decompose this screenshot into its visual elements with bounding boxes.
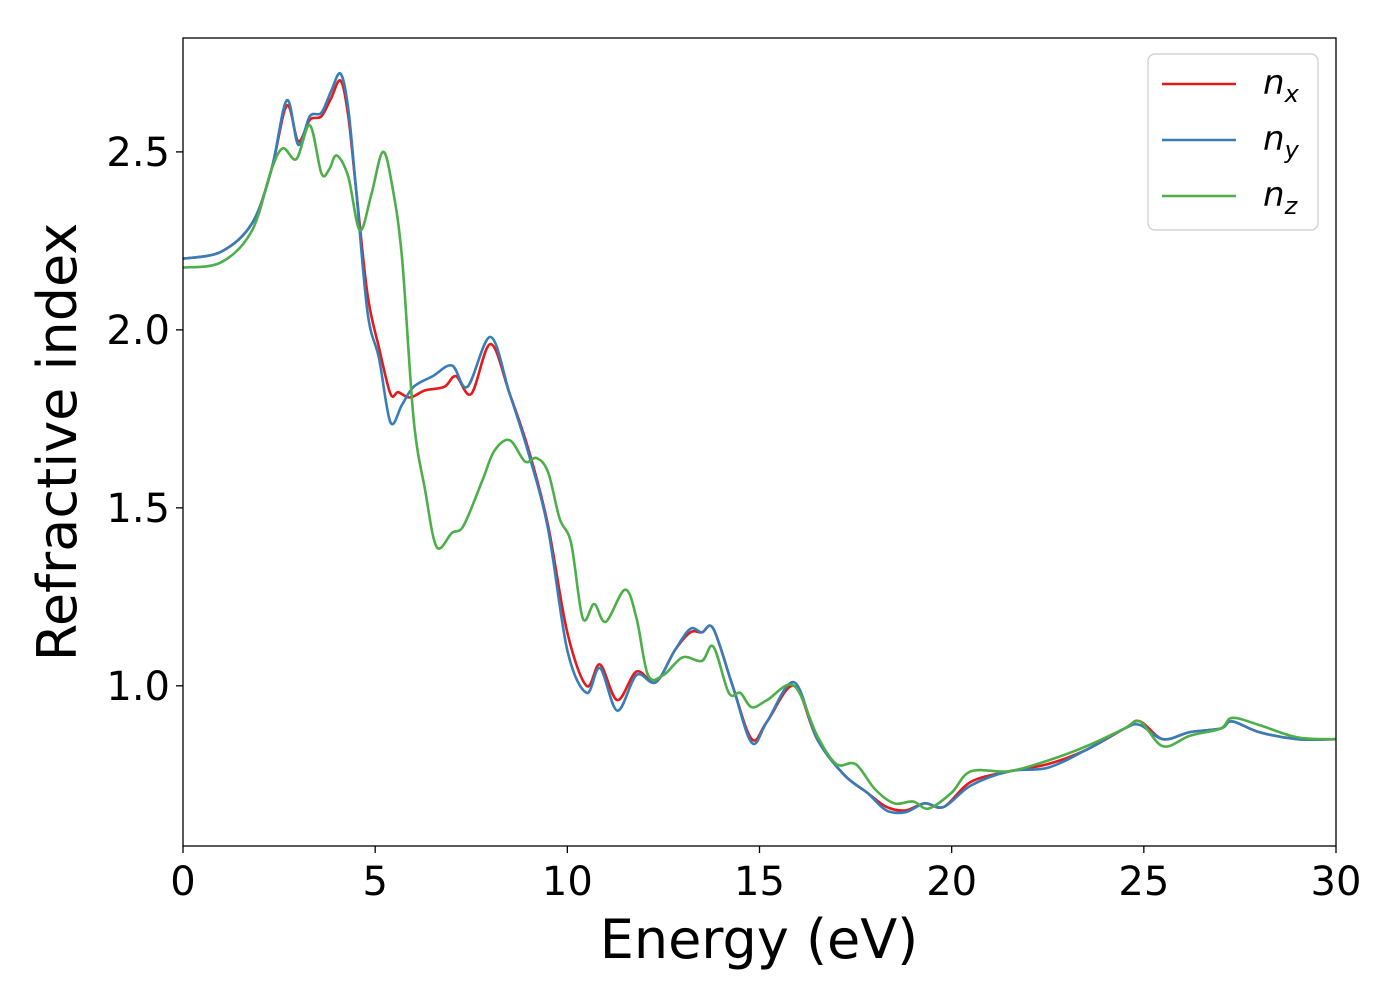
legend-label-n-y: ny bbox=[1263, 119, 1300, 164]
x-axis-label: Energy (eV) bbox=[600, 908, 919, 971]
y-axis-label: Refractive index bbox=[26, 223, 89, 662]
x-tick-label: 0 bbox=[170, 859, 195, 905]
x-tick-label: 15 bbox=[734, 859, 785, 905]
x-tick-label: 10 bbox=[542, 859, 593, 905]
x-tick-label: 20 bbox=[926, 859, 977, 905]
x-tick-label: 5 bbox=[362, 859, 387, 905]
legend-label-n-x: nx bbox=[1263, 63, 1300, 108]
x-tick-label: 30 bbox=[1311, 859, 1362, 905]
series-layer bbox=[183, 71, 1336, 815]
series-line-n-y bbox=[183, 71, 1336, 815]
y-tick-label: 1.0 bbox=[106, 664, 170, 710]
legend: nx ny nz bbox=[1147, 53, 1319, 231]
x-tick-label: 25 bbox=[1118, 859, 1169, 905]
x-axis: 0 5 10 15 20 25 30 bbox=[170, 846, 1361, 905]
y-tick-label: 2.5 bbox=[106, 130, 170, 176]
series-line-n-z bbox=[183, 123, 1336, 811]
y-tick-label: 1.5 bbox=[106, 486, 170, 532]
y-tick-label: 2.0 bbox=[106, 308, 170, 354]
legend-box bbox=[1147, 53, 1319, 231]
y-axis: 1.0 1.5 2.0 2.5 bbox=[106, 130, 183, 710]
legend-label-n-z: nz bbox=[1263, 175, 1299, 220]
